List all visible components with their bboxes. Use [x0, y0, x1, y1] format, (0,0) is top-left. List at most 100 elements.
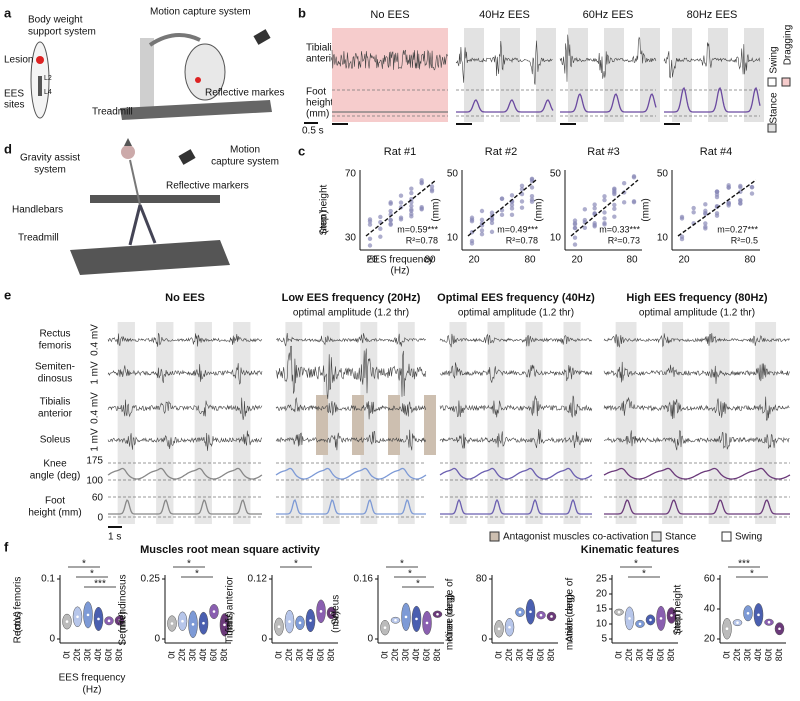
median-dot	[649, 618, 652, 622]
label: 80t	[666, 648, 676, 661]
fit-line	[570, 179, 639, 237]
kinematic-trace	[664, 86, 761, 113]
label: High EES frequency (80Hz)	[626, 292, 768, 304]
scatter-dot	[679, 214, 685, 220]
emg-trace	[275, 332, 427, 347]
label: Lesion	[4, 55, 33, 66]
scatter-dot	[398, 200, 404, 205]
label: 30t	[514, 648, 524, 661]
scatter-dot	[621, 180, 627, 186]
median-dot	[319, 610, 323, 613]
label: (Hz)	[391, 266, 410, 277]
label: Tibialis anterior	[225, 576, 236, 644]
scatter-dot	[367, 222, 373, 227]
scatter-dot	[419, 206, 424, 211]
handlebar	[90, 195, 220, 203]
label: 80t	[114, 648, 124, 661]
scatter-dot	[469, 215, 475, 220]
scatter-dot	[479, 228, 485, 233]
scatter-dot	[499, 196, 505, 201]
label: 40t	[93, 648, 103, 661]
coactivation-band	[424, 395, 436, 455]
figure-body	[129, 159, 141, 206]
label: Step height	[319, 184, 330, 235]
median-dot	[767, 620, 771, 624]
emg-trace	[603, 333, 790, 348]
median-dot	[736, 621, 739, 624]
label: (mV)	[13, 611, 24, 633]
median-dot	[107, 619, 111, 623]
label: anterior	[38, 409, 73, 420]
label: 0.4 mV	[90, 392, 101, 424]
label: *	[294, 559, 298, 570]
scatter-dot	[714, 211, 720, 216]
label: Rat #3	[587, 146, 619, 158]
label: 20t	[390, 648, 400, 661]
scatter-dot	[398, 217, 404, 222]
label: 80	[476, 574, 488, 585]
label: 40	[704, 604, 716, 615]
label: Treadmill	[92, 107, 133, 118]
median-dot	[298, 621, 302, 625]
median-dot	[65, 620, 69, 623]
label: 0.1	[41, 574, 55, 585]
label: 80t	[219, 648, 229, 661]
median-dot	[277, 625, 281, 629]
stance-band	[233, 322, 251, 524]
label: Foot	[45, 496, 65, 507]
label: 20	[704, 634, 716, 645]
dragging-band	[332, 28, 448, 122]
label: 20t	[732, 648, 742, 661]
stance-band	[604, 28, 624, 122]
ees-electrode	[38, 76, 42, 96]
scatter-dot	[703, 224, 708, 230]
label: Handlebars	[12, 205, 63, 216]
scatter-dot	[602, 197, 607, 203]
label: 20t	[177, 648, 187, 661]
scatter-dot	[529, 199, 535, 204]
scatter-dot	[726, 183, 731, 188]
scatter-dot	[738, 201, 743, 206]
emg-trace	[603, 396, 790, 421]
scatter-dot	[388, 218, 393, 223]
label: No EES	[165, 292, 205, 304]
stance-band	[322, 322, 340, 524]
scatter-dot	[572, 242, 578, 247]
label: 60t	[655, 648, 665, 661]
label: (mm)	[641, 198, 652, 221]
panel-label: a	[4, 5, 12, 20]
coactivation-band	[388, 395, 400, 455]
label: 60Hz EES	[583, 9, 634, 21]
kinematic-trace	[439, 467, 593, 480]
label: Motion	[230, 145, 260, 156]
stance-band	[156, 322, 174, 524]
label: 0t	[613, 651, 623, 659]
label: 100	[86, 476, 103, 487]
label: R²=0.73	[608, 235, 640, 245]
scatter-dot	[429, 184, 435, 189]
scatter-dot	[509, 202, 515, 208]
label: 30t	[82, 648, 92, 661]
emg-trace	[107, 397, 263, 420]
kinematic-trace	[276, 499, 426, 515]
label: 60t	[103, 648, 113, 661]
label: 0.5 s	[302, 126, 324, 137]
stance-band	[194, 322, 212, 524]
label: 175	[86, 456, 103, 467]
scatter-dot	[749, 184, 755, 190]
scatter-dot	[703, 221, 708, 226]
label: Stance	[769, 92, 780, 124]
emg-trace	[455, 40, 553, 85]
figure-head	[121, 145, 135, 159]
label: *	[750, 569, 754, 580]
median-dot	[76, 615, 79, 619]
median-dot	[746, 611, 750, 615]
label: EES	[4, 89, 24, 100]
label: 80t	[432, 648, 442, 661]
median-dot	[330, 611, 333, 615]
legend-swatch	[489, 531, 500, 542]
label: Rat #2	[485, 146, 517, 158]
label: Optimal EES frequency (40Hz)	[437, 292, 595, 304]
label: (mm)	[673, 610, 684, 633]
